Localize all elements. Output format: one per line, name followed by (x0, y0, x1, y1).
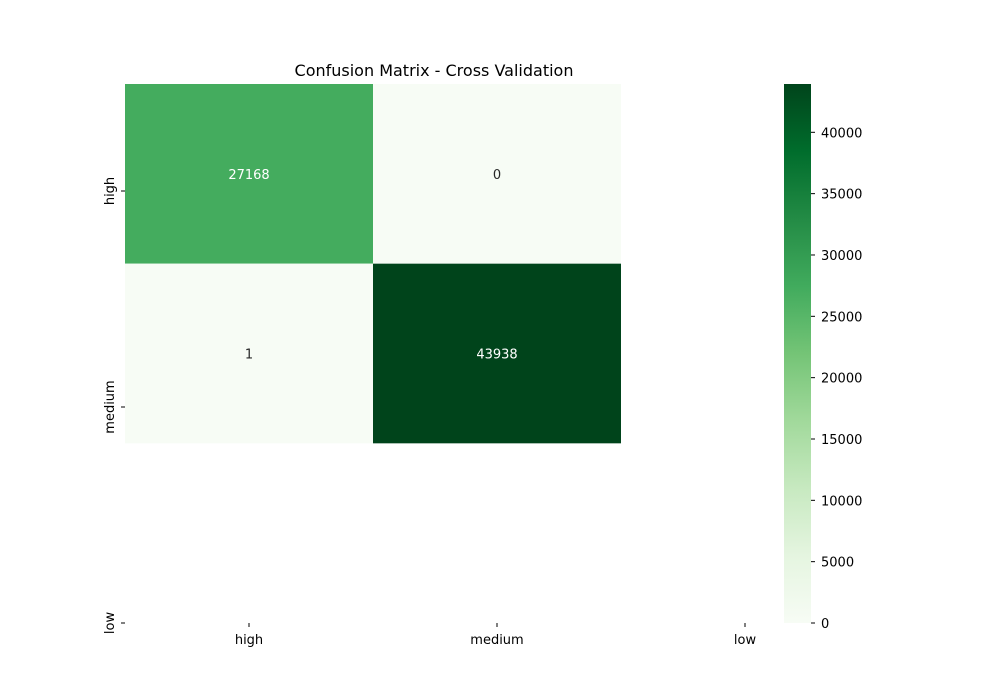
colorbar-tick-label: 15000 (821, 433, 862, 448)
heatmap-cell-labels: 27168 0 1 43938 (228, 168, 517, 363)
y-tick-label: medium (103, 380, 118, 433)
colorbar-tick-label: 30000 (821, 249, 862, 264)
heatmap-cell (373, 84, 621, 264)
heatmap-cell (373, 263, 621, 444)
colorbar-tick-label: 40000 (821, 126, 862, 141)
heatmap-cell (125, 84, 373, 264)
x-axis: high medium low (235, 623, 757, 648)
heatmap-cells (125, 84, 621, 444)
cell-value-label: 43938 (476, 348, 517, 363)
cell-value-label: 27168 (228, 168, 269, 183)
x-tick-label: low (734, 633, 757, 648)
y-tick-label: high (103, 177, 118, 205)
x-tick-label: medium (470, 633, 523, 648)
colorbar-tick-label: 20000 (821, 372, 862, 387)
chart-title: Confusion Matrix - Cross Validation (295, 61, 574, 80)
x-tick-label: high (235, 633, 263, 648)
cell-value-label: 0 (493, 168, 501, 183)
colorbar-tick-label: 35000 (821, 188, 862, 203)
heatmap-cell (125, 263, 373, 444)
colorbar-tick-label: 0 (821, 617, 829, 632)
colorbar-tick-label: 5000 (821, 556, 854, 571)
y-axis: high medium low (103, 177, 125, 634)
colorbar-axis: 0 5000 10000 15000 20000 25000 30000 35000 40000 (811, 126, 862, 632)
colorbar-tick-label: 25000 (821, 310, 862, 325)
cell-value-label: 1 (245, 348, 253, 363)
y-tick-label: low (103, 612, 118, 635)
colorbar-tick-label: 10000 (821, 494, 862, 509)
colorbar (784, 84, 811, 623)
